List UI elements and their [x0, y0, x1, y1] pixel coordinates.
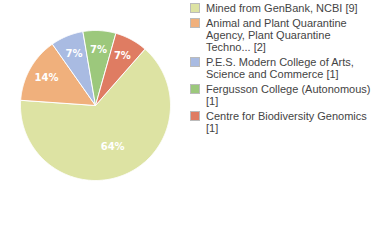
html-text:Fergusson College (Autonomous): Fergusson College (Autonomous) [1]	[206, 83, 371, 107]
html-text:Centre for Biodiversity Genomi: Centre for Biodiversity Genomics [1]	[206, 110, 367, 134]
svg-text:64%: 64%	[101, 141, 125, 152]
html-text:P.E.S. Modern College of Arts,: P.E.S. Modern College of Arts, Science a…	[206, 56, 354, 80]
html-text:Mined from GenBank, NCBI [9]: Mined from GenBank, NCBI [9]	[206, 2, 358, 14]
svg-text:7%: 7%	[90, 44, 107, 55]
svg-text:14%: 14%	[35, 72, 59, 83]
svg-text:7%: 7%	[66, 48, 83, 59]
svg-text:7%: 7%	[114, 50, 131, 61]
html-text:Animal and Plant Quarantine Ag: Animal and Plant Quarantine Agency, Plan…	[206, 17, 347, 53]
